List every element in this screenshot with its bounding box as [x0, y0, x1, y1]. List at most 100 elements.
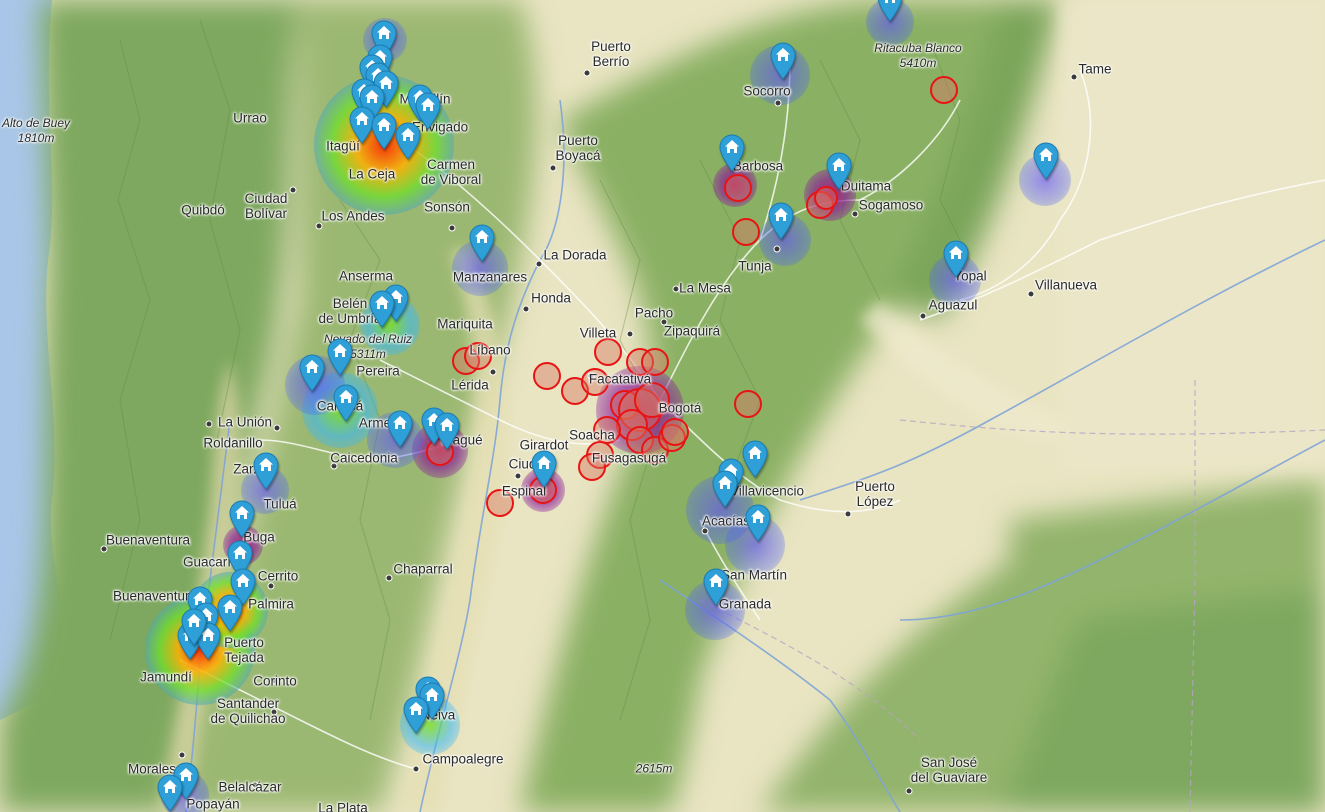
place-dot: [376, 368, 384, 376]
circle-marker[interactable]: [533, 362, 561, 390]
place-label: Caicedonia: [330, 450, 398, 466]
place-label: Lérida: [451, 377, 489, 393]
house-marker-icon[interactable]: [719, 134, 745, 172]
circle-marker[interactable]: [578, 453, 606, 481]
house-marker-icon[interactable]: [371, 112, 397, 150]
circle-marker[interactable]: [486, 489, 514, 517]
place-label: Puerto Boyacá: [555, 133, 601, 163]
house-marker-icon[interactable]: [703, 568, 729, 606]
place-dot: [412, 765, 420, 773]
house-marker-icon[interactable]: [349, 106, 375, 144]
place-label: Girardot: [519, 437, 569, 453]
house-marker-icon[interactable]: [742, 440, 768, 478]
house-marker-icon[interactable]: [157, 774, 183, 812]
place-dot: [701, 527, 709, 535]
house-marker-icon[interactable]: [181, 608, 207, 646]
place-label: Espinal: [501, 483, 547, 499]
place-dot: [549, 164, 557, 172]
peak-label: Ritacuba Blanco 5410m: [874, 41, 962, 70]
place-dot: [489, 368, 497, 376]
place-label: Buga: [243, 529, 275, 545]
house-marker-icon[interactable]: [415, 92, 441, 130]
house-marker-icon[interactable]: [227, 540, 253, 578]
house-marker-icon[interactable]: [229, 500, 255, 538]
place-label: Corinto: [253, 673, 297, 689]
house-marker-icon[interactable]: [770, 42, 796, 80]
house-marker-icon[interactable]: [943, 240, 969, 278]
house-marker-icon[interactable]: [333, 384, 359, 422]
place-label: Popayán: [186, 796, 240, 812]
place-label: Bogotá: [658, 400, 702, 416]
place-label: Puerto Berrío: [591, 39, 631, 69]
place-dot: [1027, 290, 1035, 298]
place-label: Honda: [531, 290, 571, 306]
circle-marker[interactable]: [724, 174, 752, 202]
circle-marker[interactable]: [661, 418, 689, 446]
place-label: Ciudad Bolívar: [244, 191, 288, 221]
circle-marker[interactable]: [732, 218, 760, 246]
circle-marker[interactable]: [594, 338, 622, 366]
house-marker-icon[interactable]: [369, 290, 395, 328]
circle-marker[interactable]: [641, 348, 669, 376]
house-marker-icon[interactable]: [359, 84, 385, 122]
house-marker-icon[interactable]: [230, 568, 256, 606]
house-marker-icon[interactable]: [826, 152, 852, 190]
place-label: Barbosa: [732, 158, 784, 174]
place-label: Quibdó: [181, 202, 225, 218]
circle-marker[interactable]: [814, 186, 838, 210]
place-label: Socorro: [743, 83, 791, 99]
house-marker-icon[interactable]: [403, 696, 429, 734]
place-label: San Martín: [720, 567, 788, 583]
house-marker-icon[interactable]: [299, 354, 325, 392]
place-dot: [178, 751, 186, 759]
circle-marker[interactable]: [464, 342, 492, 370]
place-dot: [844, 510, 852, 518]
place-dot: [514, 472, 522, 480]
place-label: Sogamoso: [858, 197, 924, 213]
place-label: Itagüí: [326, 138, 360, 154]
place-label: Villavicencio: [729, 483, 805, 499]
place-dot: [1070, 73, 1078, 81]
place-label: La Unión: [217, 414, 273, 430]
house-marker-icon[interactable]: [469, 224, 495, 262]
place-label: Tuluá: [263, 496, 297, 512]
place-dot: [270, 708, 278, 716]
house-marker-icon[interactable]: [434, 412, 460, 450]
circle-marker[interactable]: [581, 368, 609, 396]
place-label: Soacha: [569, 427, 615, 443]
place-label: Chaparral: [393, 561, 453, 577]
place-label: Cerrito: [257, 568, 299, 584]
place-label: Carmen de Viboral: [420, 157, 482, 187]
circle-marker[interactable]: [734, 390, 762, 418]
house-marker-icon[interactable]: [745, 504, 771, 542]
place-dot: [273, 424, 281, 432]
circle-marker[interactable]: [634, 382, 670, 418]
house-marker-icon[interactable]: [712, 470, 738, 508]
place-label: Jamundí: [140, 669, 192, 685]
house-marker-icon[interactable]: [395, 122, 421, 160]
house-marker-icon[interactable]: [217, 594, 243, 632]
house-marker-icon[interactable]: [327, 338, 353, 376]
place-dot: [672, 285, 680, 293]
place-label: Anserma: [338, 268, 394, 284]
house-marker-icon[interactable]: [253, 452, 279, 490]
circle-marker[interactable]: [930, 76, 958, 104]
place-label: Acacías: [701, 513, 751, 529]
place-label: Manzanares: [452, 269, 528, 285]
place-dot: [773, 245, 781, 253]
place-label: La Plata: [318, 800, 368, 812]
house-marker-icon[interactable]: [1033, 142, 1059, 180]
place-label: Líbano: [469, 342, 511, 358]
place-label: Mariquita: [437, 316, 493, 332]
place-label: Buenaventura: [105, 532, 191, 548]
place-label: Urrao: [233, 110, 267, 126]
house-marker-icon[interactable]: [768, 202, 794, 240]
house-marker-icon[interactable]: [387, 410, 413, 448]
house-marker-icon[interactable]: [531, 450, 557, 488]
place-label: La Dorada: [543, 247, 607, 263]
peak-label: 2615m: [635, 761, 673, 776]
house-marker-icon[interactable]: [877, 0, 903, 22]
place-label: Villanueva: [1034, 277, 1098, 293]
